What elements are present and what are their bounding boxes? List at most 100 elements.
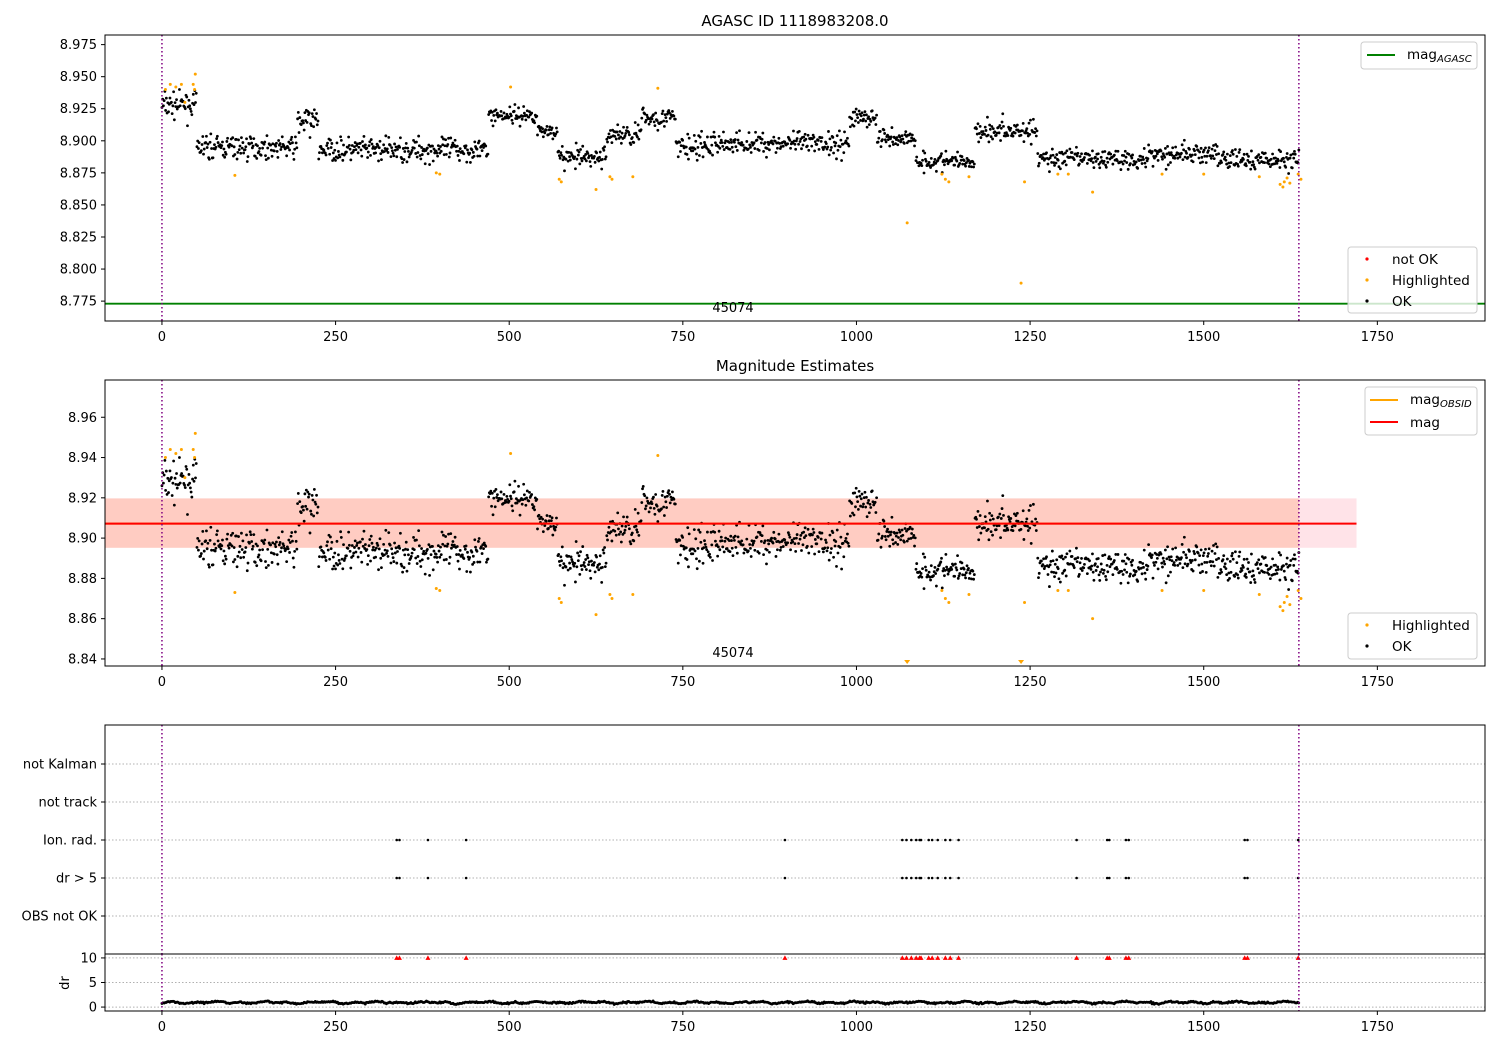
ok-point bbox=[994, 133, 998, 137]
ok-point bbox=[358, 141, 362, 145]
ok-point bbox=[701, 155, 705, 159]
ok-point bbox=[771, 142, 775, 146]
ok-point bbox=[555, 126, 558, 130]
ok-point bbox=[660, 494, 664, 497]
ok-point bbox=[939, 154, 943, 158]
ok-point bbox=[1104, 578, 1108, 582]
ok-point bbox=[835, 134, 839, 138]
ok-point bbox=[875, 113, 879, 117]
ok-point bbox=[206, 541, 210, 545]
ok-point bbox=[272, 552, 276, 556]
ok-point bbox=[951, 563, 955, 567]
ok-point bbox=[1121, 573, 1125, 576]
ok-point bbox=[202, 557, 205, 561]
ok-point bbox=[420, 547, 423, 550]
ok-point bbox=[439, 553, 443, 557]
ok-point bbox=[581, 144, 585, 148]
ok-point bbox=[502, 111, 506, 115]
ok-point bbox=[291, 152, 295, 155]
ok-point bbox=[806, 527, 810, 531]
ok-point bbox=[329, 535, 332, 539]
ok-point bbox=[535, 498, 539, 501]
ok-point bbox=[361, 544, 365, 548]
ok-point bbox=[921, 567, 924, 571]
ok-legend-marker bbox=[1365, 644, 1369, 648]
ok-legend-marker bbox=[1365, 299, 1369, 303]
ok-point bbox=[456, 559, 460, 563]
highlighted-point bbox=[610, 597, 614, 601]
ok-point bbox=[687, 532, 691, 536]
ok-point bbox=[820, 136, 824, 139]
ok-point bbox=[385, 551, 388, 555]
ok-point bbox=[487, 113, 491, 116]
ok-point bbox=[962, 159, 966, 162]
ok-point bbox=[846, 541, 850, 545]
ok-point bbox=[728, 148, 732, 151]
ok-point bbox=[1036, 556, 1040, 560]
ok-point bbox=[1221, 153, 1225, 156]
ok-point bbox=[576, 551, 580, 555]
ok-point bbox=[378, 139, 382, 143]
ok-point bbox=[471, 150, 475, 154]
ok-point bbox=[1251, 569, 1255, 573]
ok-point bbox=[325, 144, 329, 148]
ok-point bbox=[654, 493, 658, 496]
ok-point bbox=[263, 140, 267, 144]
flag-point bbox=[464, 876, 468, 880]
ok-point bbox=[299, 123, 303, 126]
ok-point bbox=[921, 149, 925, 153]
ok-point bbox=[329, 146, 333, 149]
ok-point bbox=[369, 138, 373, 141]
ok-point bbox=[204, 539, 208, 543]
ok-point bbox=[417, 544, 421, 548]
ok-point bbox=[249, 533, 253, 537]
ok-point bbox=[272, 149, 276, 153]
ok-point bbox=[579, 148, 582, 151]
ok-point bbox=[1205, 154, 1209, 158]
highlighted-point bbox=[1299, 177, 1303, 181]
ok-point bbox=[1150, 150, 1154, 153]
ok-point bbox=[884, 140, 888, 144]
ok-point bbox=[989, 135, 993, 139]
ok-point bbox=[1109, 152, 1113, 156]
ok-point bbox=[490, 504, 493, 508]
ok-point bbox=[641, 484, 645, 488]
ok-point bbox=[396, 550, 399, 553]
ok-point bbox=[640, 501, 644, 504]
ok-point bbox=[698, 135, 702, 139]
ok-point bbox=[628, 540, 632, 544]
ok-point bbox=[833, 144, 837, 148]
ok-point bbox=[848, 125, 852, 129]
dr-clipped-marker bbox=[1074, 955, 1080, 960]
ok-point bbox=[755, 138, 759, 142]
ok-point bbox=[1122, 154, 1126, 157]
flag-point bbox=[948, 876, 952, 880]
ok-point bbox=[1055, 558, 1059, 562]
ok-point bbox=[164, 469, 168, 473]
ok-point bbox=[788, 535, 792, 539]
ok-point bbox=[610, 141, 614, 145]
ok-point bbox=[265, 134, 269, 138]
ok-point bbox=[1231, 551, 1234, 555]
ok-point bbox=[464, 144, 468, 148]
ok-point bbox=[988, 127, 992, 131]
ok-point bbox=[1050, 147, 1054, 151]
ok-point bbox=[876, 140, 880, 144]
agasc-y-axis: 8.7758.8008.8258.8508.8758.9008.9258.950… bbox=[60, 38, 105, 310]
ok-point bbox=[318, 151, 321, 154]
ok-point bbox=[485, 560, 488, 564]
ok-point bbox=[522, 111, 526, 115]
flag-point bbox=[1127, 876, 1131, 880]
ok-point bbox=[855, 113, 859, 116]
ok-point bbox=[1029, 504, 1032, 507]
ok-point bbox=[915, 155, 919, 159]
ok-point bbox=[462, 152, 466, 156]
flag-point bbox=[930, 876, 934, 880]
ok-point bbox=[576, 559, 580, 563]
ok-point bbox=[979, 531, 983, 535]
ok-point bbox=[894, 534, 898, 538]
ok-point bbox=[472, 154, 476, 158]
ok-point bbox=[1030, 520, 1034, 524]
ok-point bbox=[1242, 557, 1246, 561]
ok-point bbox=[338, 155, 342, 159]
